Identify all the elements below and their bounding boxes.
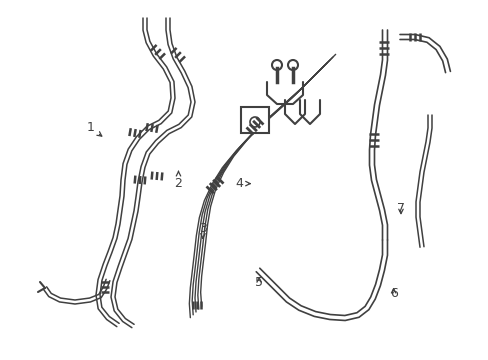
Text: 3: 3 xyxy=(199,222,206,238)
Text: 1: 1 xyxy=(86,121,102,136)
Text: 6: 6 xyxy=(389,287,397,300)
Text: 4: 4 xyxy=(235,177,250,190)
Text: 2: 2 xyxy=(174,171,182,190)
Bar xyxy=(241,107,268,133)
Text: 7: 7 xyxy=(396,202,404,215)
Text: 5: 5 xyxy=(255,276,263,289)
